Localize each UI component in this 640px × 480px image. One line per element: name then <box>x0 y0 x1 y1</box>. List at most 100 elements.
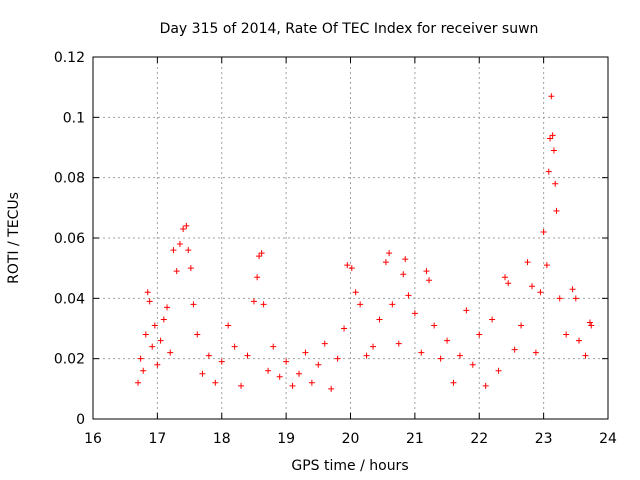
data-point-3 <box>142 331 149 338</box>
data-point-16 <box>180 225 187 232</box>
data-point-87 <box>545 168 552 175</box>
data-point-38 <box>283 358 290 365</box>
data-point-7 <box>151 322 158 329</box>
axis-ticks <box>92 56 609 420</box>
data-point-74 <box>482 382 489 389</box>
x-tick-label-8: 24 <box>599 431 617 447</box>
y-axis-label: ROTI / TECUs <box>6 192 22 284</box>
data-point-39 <box>289 382 296 389</box>
data-point-46 <box>334 355 341 362</box>
data-point-27 <box>231 343 238 350</box>
data-point-77 <box>502 274 508 281</box>
data-point-32 <box>256 253 263 260</box>
data-point-43 <box>315 361 322 368</box>
data-point-50 <box>352 289 359 296</box>
data-point-1 <box>137 355 144 362</box>
data-point-30 <box>250 298 257 305</box>
x-tick-label-6: 22 <box>470 431 488 447</box>
data-point-84 <box>537 289 544 296</box>
data-point-13 <box>170 247 177 254</box>
data-point-17 <box>183 222 190 229</box>
data-point-86 <box>543 262 550 269</box>
data-point-15 <box>176 241 183 248</box>
data-point-45 <box>328 385 335 392</box>
data-point-68 <box>444 337 451 344</box>
data-point-29 <box>244 352 251 359</box>
data-point-73 <box>476 331 483 338</box>
plot-area: 16 17 18 19 20 21 22 23 24 0 0.02 0.04 0… <box>54 50 617 447</box>
x-tick-label-0: 16 <box>84 431 102 447</box>
data-point-54 <box>376 316 383 323</box>
data-point-82 <box>529 283 536 290</box>
x-tick-label-2: 18 <box>213 431 231 447</box>
data-point-10 <box>160 316 167 323</box>
x-tick-labels: 16 17 18 19 20 21 22 23 24 <box>84 431 617 447</box>
data-point-47 <box>341 325 348 332</box>
x-tick-label-1: 17 <box>148 431 166 447</box>
data-point-20 <box>190 301 197 308</box>
data-point-92 <box>552 180 559 187</box>
data-point-53 <box>370 343 377 350</box>
data-point-21 <box>194 331 201 338</box>
data-point-76 <box>495 367 502 374</box>
data-point-12 <box>167 349 174 356</box>
data-point-91 <box>550 147 557 154</box>
data-point-52 <box>363 352 370 359</box>
data-point-41 <box>302 349 309 356</box>
data-point-49 <box>348 265 355 272</box>
data-point-70 <box>456 352 463 359</box>
data-point-11 <box>164 304 171 311</box>
data-point-51 <box>357 301 364 308</box>
data-point-85 <box>540 228 547 235</box>
data-point-61 <box>405 292 412 299</box>
data-point-33 <box>258 250 265 257</box>
data-point-56 <box>386 250 393 257</box>
data-point-95 <box>563 331 570 338</box>
data-point-26 <box>225 322 232 329</box>
y-tick-label-6: 0.12 <box>54 50 85 66</box>
data-point-63 <box>418 349 425 356</box>
data-point-0 <box>135 379 142 386</box>
y-tick-labels: 0 0.02 0.04 0.06 0.08 0.1 0.12 <box>54 50 85 428</box>
data-point-22 <box>199 370 206 377</box>
data-point-19 <box>187 265 194 272</box>
data-point-65 <box>426 277 433 284</box>
data-point-36 <box>270 343 277 350</box>
data-point-88 <box>547 135 554 142</box>
x-tick-label-5: 21 <box>406 431 424 447</box>
data-point-100 <box>586 319 593 326</box>
y-tick-label-2: 0.04 <box>54 291 85 307</box>
data-point-99 <box>582 352 589 359</box>
data-point-81 <box>524 259 531 266</box>
data-point-24 <box>212 379 219 386</box>
y-tick-label-1: 0.02 <box>54 352 85 368</box>
data-point-25 <box>218 358 225 365</box>
x-tick-label-3: 19 <box>277 431 295 447</box>
data-point-14 <box>173 268 180 275</box>
x-tick-label-4: 20 <box>342 431 360 447</box>
chart-title: Day 315 of 2014, Rate Of TEC Index for r… <box>160 21 539 37</box>
x-axis-label: GPS time / hours <box>291 458 408 474</box>
data-point-55 <box>382 259 389 266</box>
data-point-58 <box>395 340 402 347</box>
data-point-64 <box>423 268 430 275</box>
data-point-9 <box>157 337 164 344</box>
data-point-34 <box>260 301 267 308</box>
data-point-89 <box>548 93 555 100</box>
data-point-2 <box>140 367 147 374</box>
data-point-69 <box>450 379 457 386</box>
x-tick-label-7: 23 <box>535 431 553 447</box>
data-point-66 <box>431 322 438 329</box>
data-point-48 <box>344 262 351 269</box>
data-point-59 <box>400 271 407 278</box>
data-point-98 <box>576 337 583 344</box>
data-point-101 <box>588 322 595 329</box>
data-point-90 <box>549 132 556 139</box>
data-point-71 <box>463 307 470 314</box>
y-tick-label-0: 0 <box>76 412 85 428</box>
data-point-40 <box>296 370 302 377</box>
data-point-97 <box>572 295 579 302</box>
data-points <box>135 93 595 392</box>
data-point-93 <box>553 207 560 214</box>
data-point-35 <box>265 367 272 374</box>
